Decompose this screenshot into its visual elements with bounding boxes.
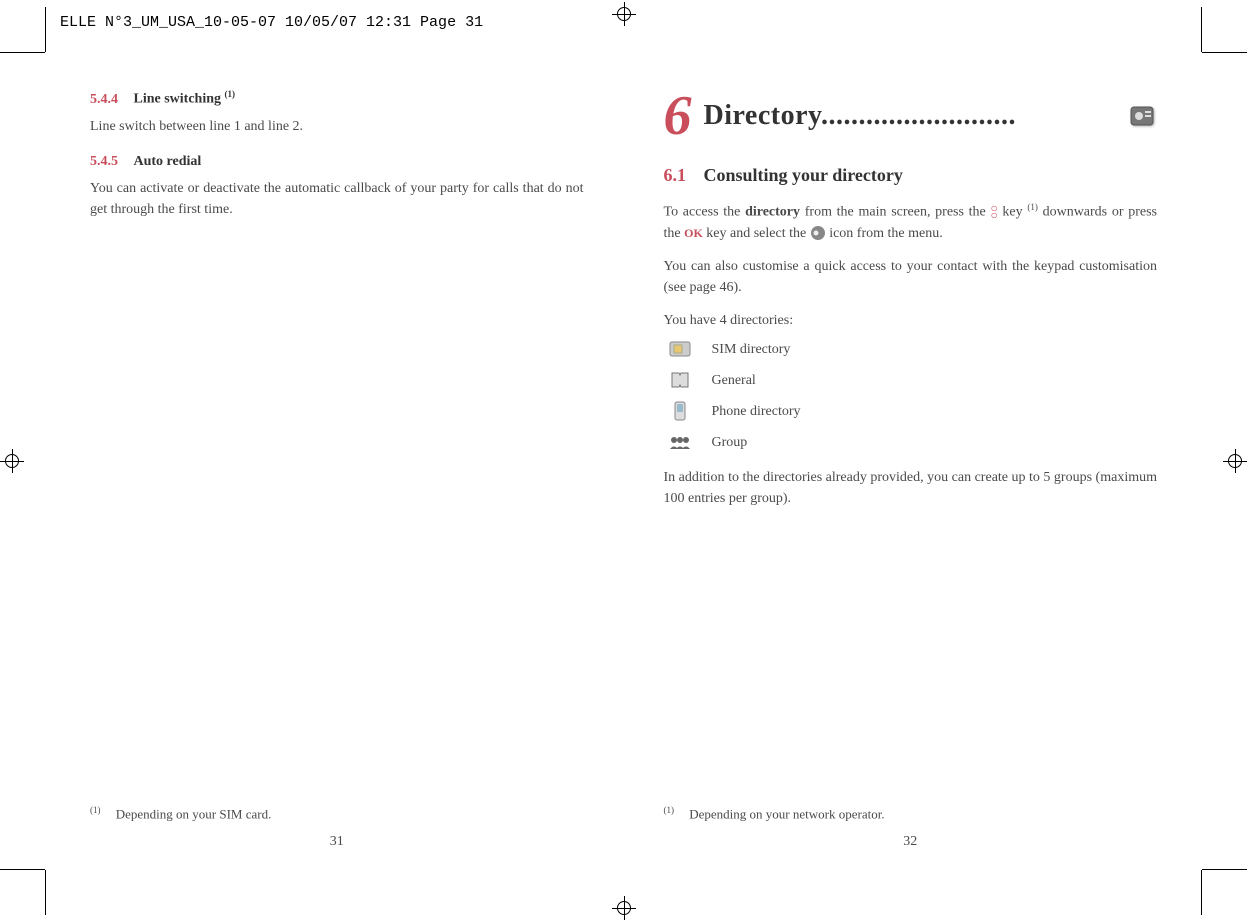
crop-mark [0, 869, 45, 870]
footnote-text: Depending on your network operator. [689, 807, 884, 822]
menu-directory-icon [810, 225, 826, 241]
subsection-61: 6.1 Consulting your directory [664, 162, 1158, 189]
text-fragment: from the main screen, press the [800, 205, 990, 220]
list-item: Phone directory [664, 401, 1158, 422]
body-text: You can also customise a quick access to… [664, 256, 1158, 298]
ok-key-icon: OK [684, 226, 703, 240]
page-spread: 5.4.4 Line switching (1) Line switch bet… [90, 88, 1157, 852]
list-item: Group [664, 432, 1158, 453]
page-number: 31 [90, 831, 584, 852]
list-label: General [712, 370, 756, 391]
crop-mark [45, 870, 46, 915]
subsection-545: 5.4.5 Auto redial [90, 151, 584, 172]
crop-mark [1202, 869, 1247, 870]
crop-mark [1201, 7, 1202, 52]
bold-text: directory [745, 205, 800, 220]
footnote: (1) Depending on your network operator. [664, 804, 885, 824]
list-label: Group [712, 432, 748, 453]
list-label: Phone directory [712, 401, 801, 422]
body-text: You can activate or deactivate the autom… [90, 178, 584, 220]
body-text: To access the directory from the main sc… [664, 201, 1158, 244]
footnote-text: Depending on your SIM card. [116, 807, 272, 822]
section-number: 5.4.4 [90, 92, 118, 107]
page-left: 5.4.4 Line switching (1) Line switch bet… [90, 88, 584, 852]
footnote-mark: (1) [664, 805, 675, 815]
section-title: Auto redial [134, 154, 202, 169]
subsection-544: 5.4.4 Line switching (1) [90, 88, 584, 110]
section-title: Consulting your directory [704, 165, 903, 185]
group-icon [668, 433, 692, 451]
registration-mark [0, 449, 24, 473]
footnote-mark: (1) [90, 805, 101, 815]
text-fragment: key and select the [703, 226, 810, 241]
superscript: (1) [1027, 202, 1038, 212]
print-header: ELLE N°3_UM_USA_10-05-07 10/05/07 12:31 … [60, 14, 483, 31]
list-item: General [664, 370, 1158, 391]
list-label: SIM directory [712, 339, 791, 360]
directory-list: SIM directory General Phone directory Gr… [664, 339, 1158, 453]
section-number: 6.1 [664, 165, 687, 185]
text-fragment: key [998, 205, 1028, 220]
registration-mark [612, 896, 636, 920]
registration-mark [1223, 449, 1247, 473]
registration-mark [612, 2, 636, 26]
chapter-title: Directory.......................... [704, 95, 1128, 137]
nav-key-icon: ○○ [990, 205, 997, 219]
chapter-heading: 6 Directory.......................... [664, 88, 1158, 144]
crop-mark [1202, 52, 1247, 53]
text-fragment: To access the [664, 205, 746, 220]
directory-icon [1127, 101, 1157, 131]
body-text: Line switch between line 1 and line 2. [90, 116, 584, 137]
body-text: You have 4 directories: [664, 310, 1158, 331]
list-item: SIM directory [664, 339, 1158, 360]
book-icon [668, 371, 692, 389]
section-number: 5.4.5 [90, 154, 118, 169]
page-number: 32 [664, 831, 1158, 852]
body-text: In addition to the directories already p… [664, 467, 1158, 509]
section-title: Line switching [134, 92, 222, 107]
crop-mark [45, 7, 46, 52]
footnote: (1) Depending on your SIM card. [90, 804, 271, 824]
sim-card-icon [668, 340, 692, 358]
text-fragment: icon from the menu. [826, 226, 943, 241]
superscript: (1) [225, 89, 236, 99]
crop-mark [0, 52, 45, 53]
phone-icon [668, 402, 692, 420]
crop-mark [1201, 870, 1202, 915]
chapter-number: 6 [664, 88, 692, 144]
page-right: 6 Directory.......................... 6.… [664, 88, 1158, 852]
